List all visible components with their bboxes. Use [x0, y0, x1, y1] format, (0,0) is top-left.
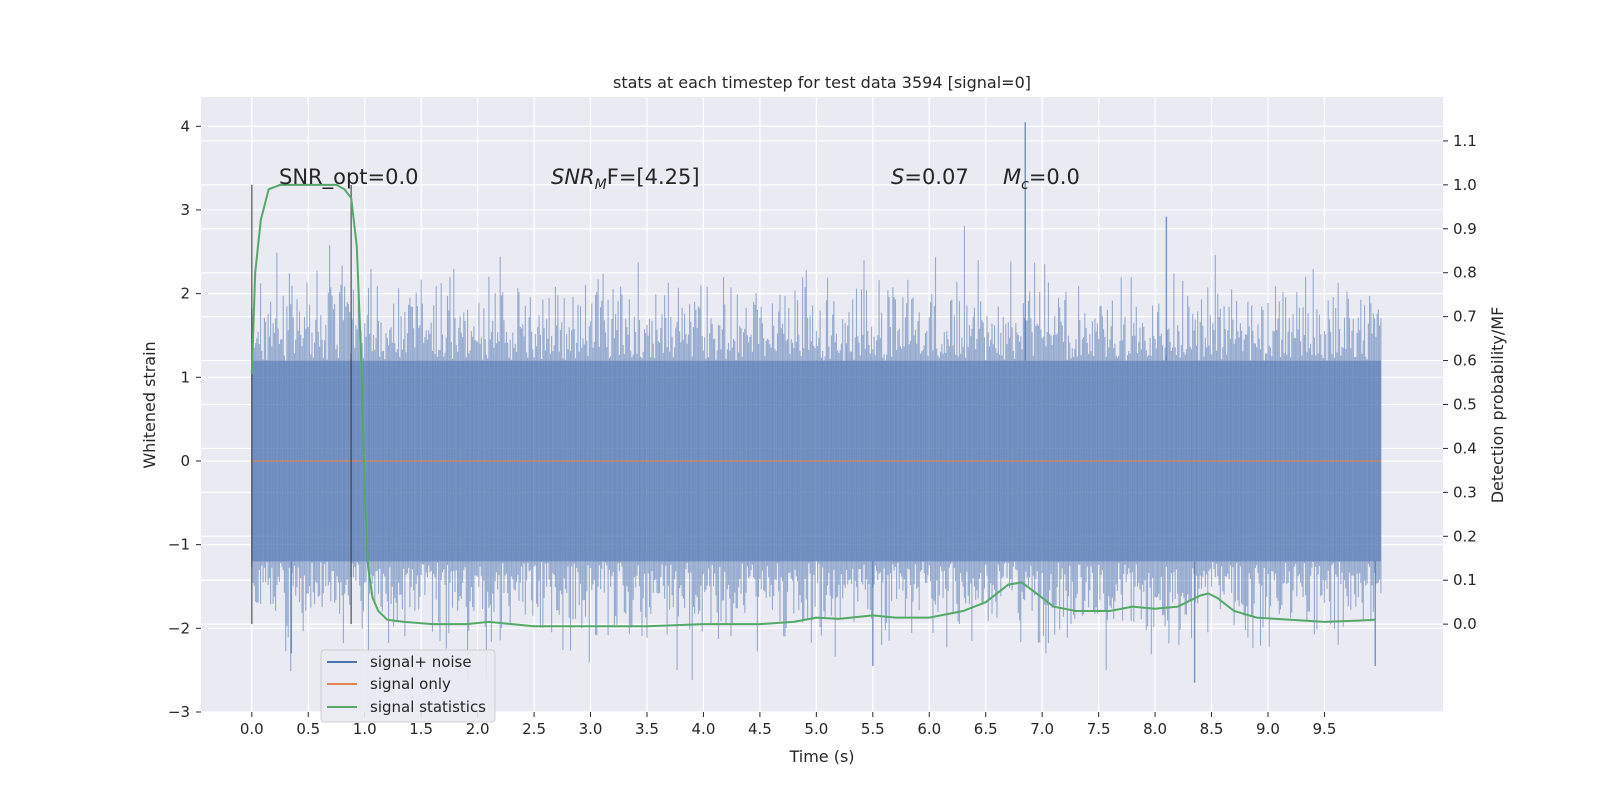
- y-left-tick-label: 3: [180, 201, 190, 219]
- x-tick-label: 8.5: [1200, 720, 1224, 738]
- y-left-tick-label: 0: [180, 452, 190, 470]
- y-axis-right-label: Detection probability/MF: [1488, 307, 1507, 504]
- legend-label-signal-statistics: signal statistics: [370, 698, 486, 716]
- legend-label-signal-noise: signal+ noise: [370, 653, 472, 671]
- y-left-tick-label: −3: [168, 703, 190, 721]
- y-left-tick-label: −1: [168, 536, 190, 554]
- mc-symbol: M: [1003, 165, 1021, 189]
- y-right-tick-label: 0.7: [1453, 308, 1477, 326]
- y-right-tick-label: 0.6: [1453, 352, 1477, 370]
- y-right-tick-label: 0.9: [1453, 220, 1477, 238]
- signal-statistics-series: [250, 183, 1376, 628]
- s-annotation: S=0.07: [891, 165, 969, 189]
- s-symbol: S: [891, 165, 904, 189]
- y-right-tick-label: 0.8: [1453, 264, 1477, 282]
- x-tick-label: 0.5: [296, 720, 320, 738]
- signal-statistics-line: [250, 183, 1376, 628]
- snr-opt-annotation: SNR_opt=0.0: [279, 165, 419, 190]
- snr-mf-subscript: M: [595, 177, 607, 193]
- x-tick-label: 7.0: [1030, 720, 1054, 738]
- y-right-tick-label: 0.2: [1453, 527, 1477, 545]
- y-right-tick-label: 0.5: [1453, 396, 1477, 414]
- x-tick-label: 6.0: [917, 720, 941, 738]
- y-left-tick-label: 4: [180, 117, 190, 135]
- y-right-tick-label: 1.1: [1453, 132, 1477, 150]
- x-tick-label: 2.0: [466, 720, 490, 738]
- x-tick-label: 3.0: [579, 720, 603, 738]
- chart-title: stats at each timestep for test data 359…: [613, 73, 1031, 92]
- x-axis-label: Time (s): [788, 747, 854, 766]
- y-left-tick-label: 2: [180, 285, 190, 303]
- x-tick-label: 8.0: [1143, 720, 1167, 738]
- legend-label-signal-only: signal only: [370, 675, 451, 693]
- x-axis-ticks: 0.0 0.5 1.0 1.5 2.0 2.5 3.0 3.5 4.0 4.5 5.0 5.5 6.0 6…: [240, 712, 1336, 738]
- marker-lines: [251, 184, 352, 625]
- mc-value: =0.0: [1029, 165, 1080, 189]
- snr-mf-annotation: SNRMF=[4.25]: [551, 165, 700, 193]
- x-tick-label: 2.5: [522, 720, 546, 738]
- legend: signal+ noise signal only signal statist…: [320, 649, 496, 723]
- y-axis-left-label: Whitened strain: [140, 341, 159, 468]
- x-tick-label: 6.5: [974, 720, 998, 738]
- y-left-tick-label: 1: [180, 368, 190, 386]
- mc-subscript: c: [1021, 177, 1029, 193]
- legend-box: [320, 649, 496, 723]
- x-tick-label: 1.0: [353, 720, 377, 738]
- x-tick-label: 3.5: [635, 720, 659, 738]
- x-tick-label: 5.5: [861, 720, 885, 738]
- x-tick-label: 0.0: [240, 720, 264, 738]
- y-right-tick-label: 0.1: [1453, 571, 1477, 589]
- x-tick-label: 4.0: [692, 720, 716, 738]
- mc-annotation: Mc=0.0: [1003, 165, 1080, 193]
- s-value: =0.07: [904, 165, 968, 189]
- x-tick-label: 7.5: [1087, 720, 1111, 738]
- y-left-tick-label: −2: [168, 619, 190, 637]
- x-tick-label: 4.5: [748, 720, 772, 738]
- snr-mf-value: F=[4.25]: [607, 165, 700, 189]
- y-right-tick-label: 0.3: [1453, 483, 1477, 501]
- x-tick-label: 5.0: [804, 720, 828, 738]
- y-right-tick-label: 1.0: [1453, 176, 1477, 194]
- y-right-tick-label: 0.0: [1453, 615, 1477, 633]
- y-axis-left-ticks: −3 −2 −1 0 1 2 3 4: [168, 117, 201, 721]
- y-right-tick-label: 0.4: [1453, 439, 1477, 457]
- x-tick-label: 1.5: [409, 720, 433, 738]
- x-tick-label: 9.5: [1313, 720, 1337, 738]
- snr-mf-symbol: SNR: [551, 165, 595, 189]
- y-axis-right-ticks: 0.0 0.1 0.2 0.3 0.4 0.5 0.6 0.7 0.8 0.9 1.0 1.1: [1443, 132, 1477, 633]
- x-tick-label: 9.0: [1256, 720, 1280, 738]
